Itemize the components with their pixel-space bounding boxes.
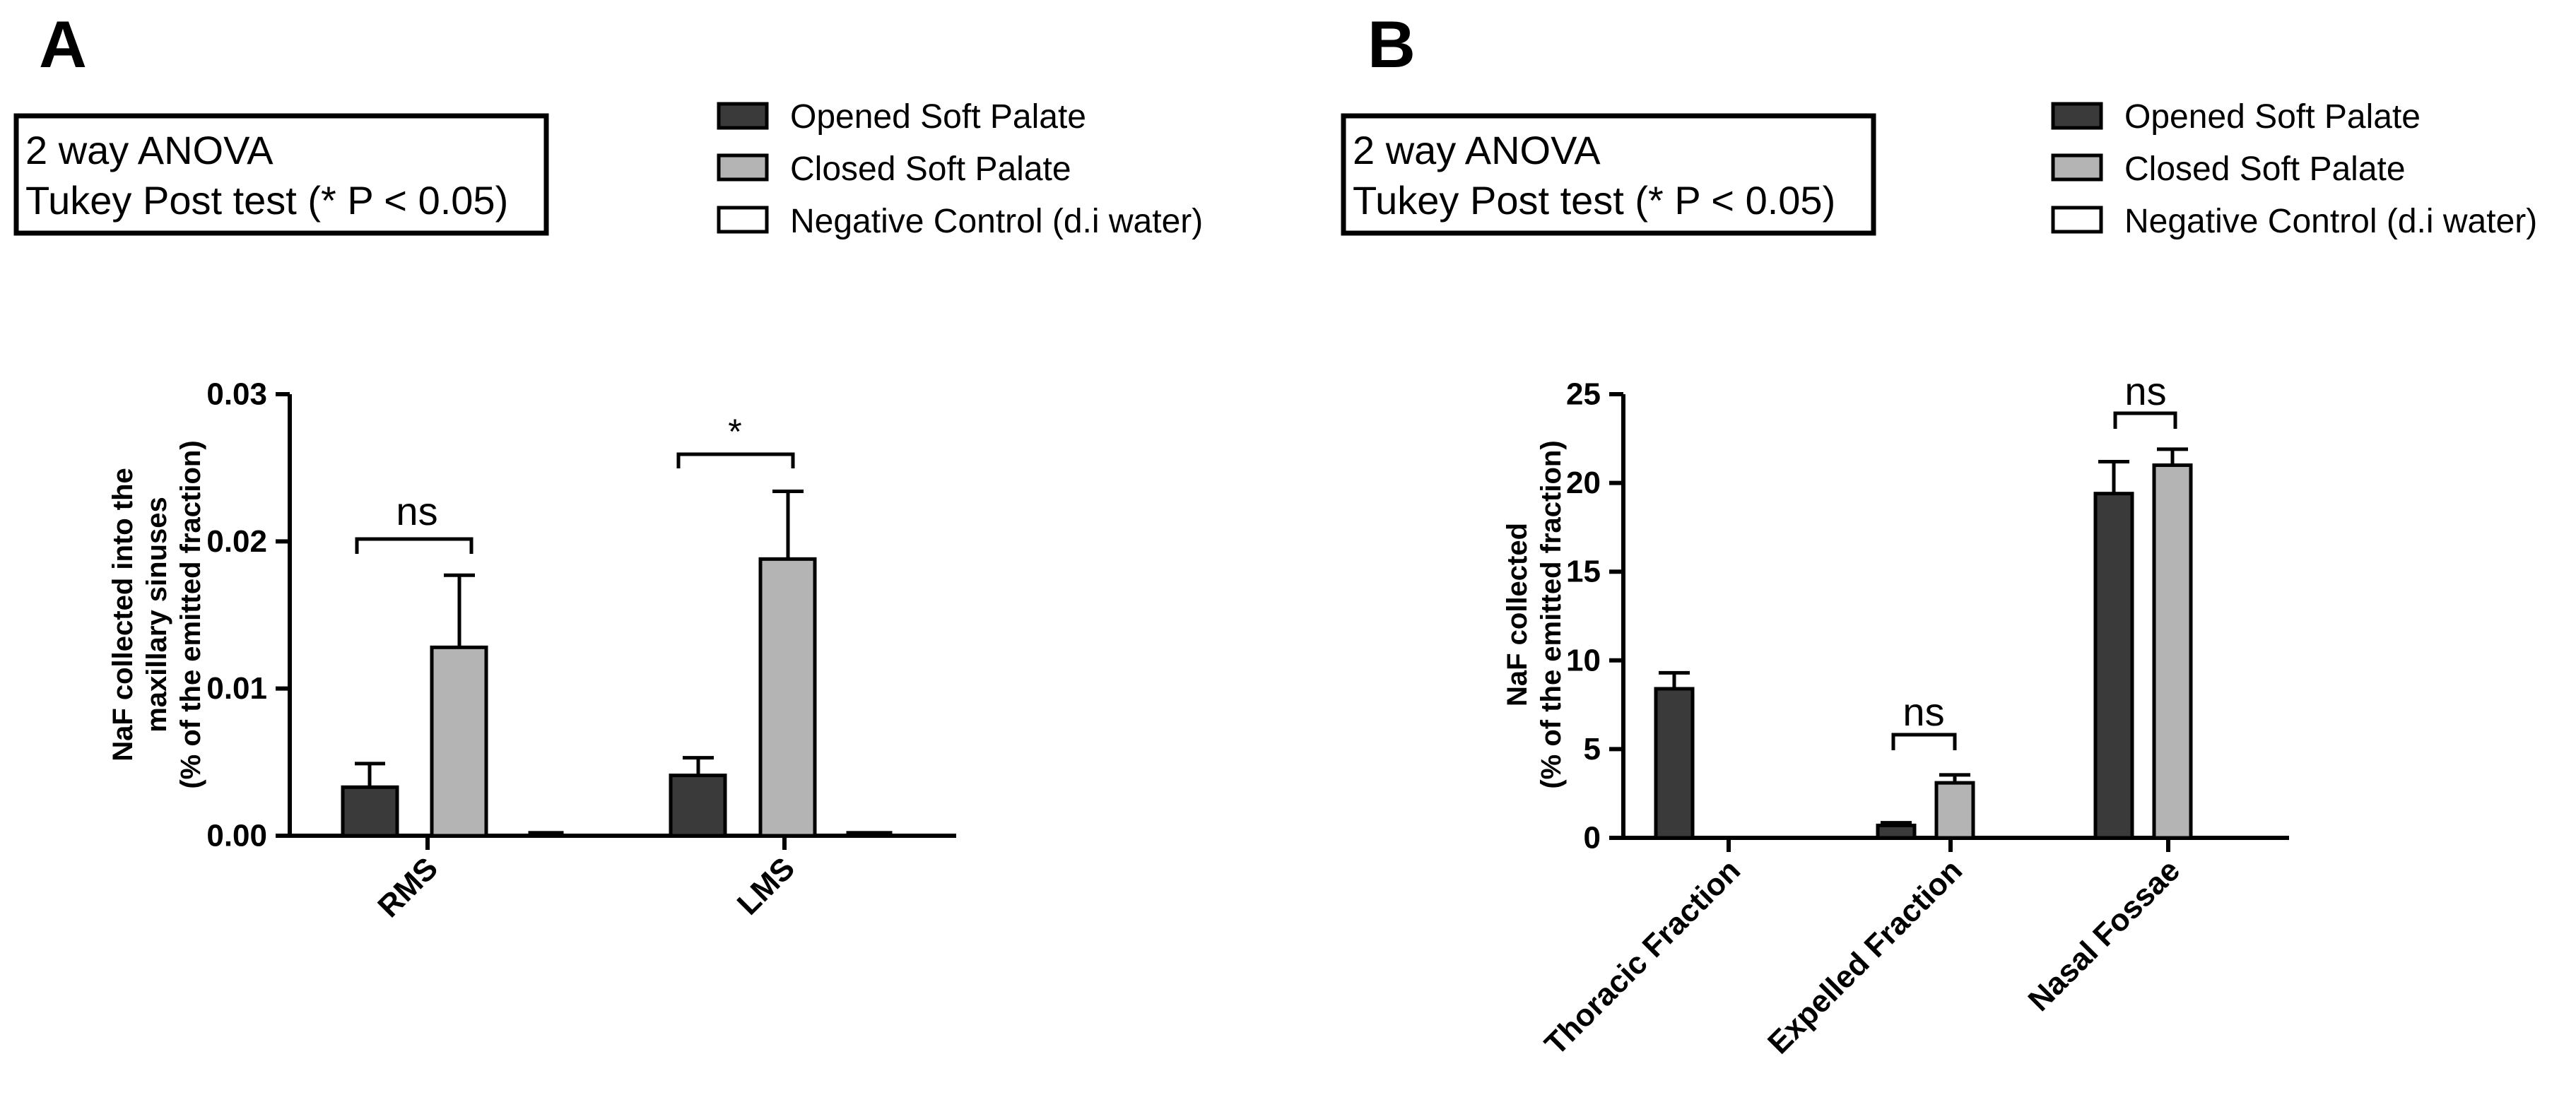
panel-a-legend: Opened Soft Palate Closed Soft Palate Ne… — [717, 98, 1203, 240]
panel-a-letter: A — [39, 7, 87, 81]
sig-bracket-a-lms — [676, 452, 795, 468]
bar-a-closed-lms — [758, 557, 817, 838]
ylabel-b-line2: (% of the emitted fraction) — [1536, 440, 1567, 788]
legend-b-label-negative: Negative Control (d.i water) — [2124, 203, 2537, 240]
ylabel-b-line1: NaF collected — [1502, 523, 1533, 706]
legend-a-label-closed: Closed Soft Palate — [790, 150, 1071, 188]
panel-a-stats-box — [13, 113, 549, 236]
panel-a-y-axis-label: NaF collected into the maxillary sinuses… — [107, 440, 206, 788]
y-tick-label-b-15: 15 — [1566, 555, 1601, 589]
panel-a-stats-line2: Tukey Post test (* P < 0.05) — [25, 178, 508, 223]
legend-b-label-opened: Opened Soft Palate — [2124, 98, 2421, 136]
panel-b-y-ticks: 0 5 10 15 20 25 — [1566, 377, 1623, 856]
y-tick-label-b-20: 20 — [1566, 466, 1601, 500]
x-category-a-lms: LMS — [731, 851, 801, 921]
legend-a-swatch-closed — [717, 153, 769, 182]
legend-b-swatch-negative — [2051, 206, 2103, 234]
y-tick-label-b-0: 0 — [1584, 821, 1601, 856]
ylabel-a-line3: (% of the emitted fraction) — [175, 440, 206, 788]
bar-a-closed-rms — [430, 645, 488, 838]
panel-a: A 2 way ANOVA Tukey Post test (* P < 0.0… — [13, 7, 1203, 924]
bar-a-negative-lms — [846, 831, 893, 838]
bar-a-opened-lms — [669, 774, 727, 838]
x-category-a-rms: RMS — [371, 851, 445, 924]
sig-label-a-lms: * — [728, 412, 741, 451]
y-tick-label-b-10: 10 — [1566, 643, 1601, 677]
bar-b-opened-thoracic — [1654, 687, 1695, 840]
legend-a-swatch-opened — [717, 102, 769, 130]
panel-b-stats-box — [1341, 113, 1876, 236]
bar-a-opened-rms — [341, 785, 399, 838]
panel-b-stats-line2: Tukey Post test (* P < 0.05) — [1353, 178, 1835, 223]
panel-a-stats-line1: 2 way ANOVA — [25, 128, 274, 172]
bar-b-opened-nasal — [2093, 492, 2134, 840]
y-tick-label-a-0: 0.00 — [206, 819, 267, 853]
ylabel-a-line2: maxillary sinuses — [141, 497, 172, 733]
sig-bracket-b-nasal — [2113, 411, 2177, 429]
panel-b-y-axis-label: NaF collected (% of the emitted fraction… — [1502, 440, 1567, 788]
y-tick-label-b-25: 25 — [1566, 377, 1601, 412]
y-tick-label-a-2: 0.02 — [206, 524, 267, 559]
sig-label-b-expelled: ns — [1902, 689, 1944, 734]
ylabel-a-line1: NaF collected into the — [107, 468, 139, 762]
sig-bracket-a-rms — [355, 537, 474, 554]
legend-b-swatch-closed — [2051, 153, 2103, 182]
y-tick-label-a-1: 0.01 — [206, 671, 267, 706]
legend-a-label-opened: Opened Soft Palate — [790, 98, 1086, 136]
bar-b-closed-nasal — [2152, 463, 2193, 840]
panel-b: B 2 way ANOVA Tukey Post test (* P < 0.0… — [1341, 7, 2537, 1062]
bar-b-opened-expelled — [1876, 823, 1917, 840]
x-category-b-expelled: Expelled Fraction — [1761, 853, 1969, 1060]
y-tick-label-b-5: 5 — [1584, 732, 1601, 766]
bar-b-closed-expelled — [1934, 781, 1975, 840]
x-category-b-thoracic: Thoracic Fraction — [1538, 853, 1747, 1062]
panel-b-letter: B — [1368, 7, 1416, 81]
sig-label-a-rms: ns — [396, 489, 437, 533]
panel-a-y-ticks: 0.00 0.01 0.02 0.03 — [206, 377, 290, 853]
y-tick-label-a-3: 0.03 — [206, 377, 267, 412]
legend-b-swatch-opened — [2051, 102, 2103, 130]
panel-b-stats-line1: 2 way ANOVA — [1353, 128, 1601, 172]
x-category-b-nasal: Nasal Fossae — [2022, 853, 2187, 1018]
sig-label-b-nasal: ns — [2124, 369, 2166, 413]
legend-a-swatch-negative — [717, 206, 769, 234]
panel-b-legend: Opened Soft Palate Closed Soft Palate Ne… — [2051, 98, 2537, 240]
legend-b-label-closed: Closed Soft Palate — [2124, 150, 2406, 188]
legend-a-label-negative: Negative Control (d.i water) — [790, 203, 1203, 240]
bar-a-negative-rms — [528, 831, 564, 838]
sig-bracket-b-expelled — [1891, 733, 1957, 750]
